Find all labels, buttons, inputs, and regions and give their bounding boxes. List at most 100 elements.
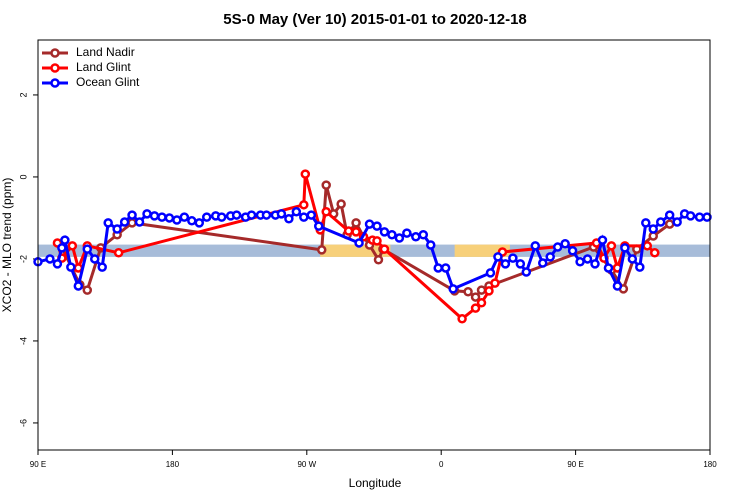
data-point (194, 218, 205, 228)
y-tick-label: -4 (18, 337, 28, 345)
data-point (590, 259, 600, 269)
legend-marker (50, 78, 60, 88)
data-point (425, 240, 436, 250)
data-point (418, 230, 429, 240)
data-point (201, 212, 212, 222)
data-point (575, 257, 585, 267)
data-point (306, 210, 317, 220)
data-point (433, 263, 443, 273)
data-point (321, 180, 331, 190)
data-point (545, 252, 555, 262)
data-point (316, 245, 327, 255)
data-point (57, 243, 67, 253)
data-point (351, 218, 361, 228)
data-point (485, 268, 496, 278)
data-point (172, 215, 182, 225)
y-tick-label: -6 (18, 419, 28, 427)
data-point (321, 207, 331, 217)
series-line (60, 184, 671, 300)
data-point (379, 244, 390, 254)
data-point (606, 241, 617, 251)
data-point (649, 248, 660, 258)
data-point (300, 169, 311, 179)
data-point (373, 255, 384, 265)
data-point (119, 217, 130, 227)
data-point (476, 285, 487, 295)
data-point (515, 259, 526, 269)
data-point (45, 254, 55, 264)
y-tick-label: 2 (18, 92, 28, 97)
x-tick-label: 90 E (30, 460, 46, 469)
data-point (500, 259, 511, 269)
data-point (627, 254, 638, 264)
data-point (351, 227, 361, 237)
data-point (372, 221, 382, 231)
legend-marker (50, 63, 60, 73)
data-point (284, 214, 294, 224)
data-point (521, 267, 532, 277)
data-point (560, 239, 570, 249)
data-point (411, 232, 421, 242)
data-point (113, 248, 124, 258)
data-point (291, 207, 302, 217)
data-point (231, 210, 242, 220)
data-point (463, 286, 473, 297)
legend-label: Land Glint (76, 60, 131, 74)
data-point (508, 253, 518, 263)
data-point (490, 278, 500, 288)
x-tick-label: 90 E (567, 460, 583, 469)
data-point (187, 216, 197, 226)
data-point (387, 230, 397, 240)
data-point (655, 217, 666, 227)
data-point (299, 200, 309, 210)
data-point (457, 314, 467, 324)
data-point (82, 244, 93, 254)
data-point (530, 241, 541, 251)
data-point (484, 286, 494, 296)
x-tick-label: 180 (166, 460, 180, 469)
legend-label: Land Nadir (76, 45, 135, 59)
data-point (343, 226, 354, 236)
data-point (112, 224, 122, 234)
data-point (127, 210, 137, 220)
data-point (597, 235, 608, 245)
data-point (702, 212, 712, 222)
data-point (402, 228, 412, 238)
data-point (103, 218, 113, 228)
data-point (97, 262, 107, 272)
data-point (440, 263, 451, 273)
data-point (664, 219, 675, 229)
y-tick-label: 0 (18, 174, 28, 179)
data-point (261, 210, 272, 220)
data-point (552, 242, 563, 252)
data-point (635, 262, 645, 272)
data-point (372, 236, 382, 246)
data-point (664, 210, 675, 220)
legend-marker (50, 48, 60, 58)
data-point (246, 210, 257, 220)
data-point (476, 298, 487, 308)
data-point (89, 254, 100, 264)
data-point (470, 292, 481, 302)
data-point (582, 254, 593, 264)
x-tick-label: 0 (439, 460, 444, 469)
data-point (276, 209, 287, 219)
data-point (52, 259, 63, 269)
data-point (448, 284, 458, 294)
data-point (537, 258, 548, 268)
data-point (648, 224, 659, 234)
plot-frame (37, 39, 711, 451)
data-point (142, 209, 152, 219)
data-point (66, 262, 76, 272)
data-point (642, 241, 653, 251)
data-point (67, 241, 78, 251)
data-point (672, 217, 682, 227)
x-tick-label: 180 (703, 460, 717, 469)
data-point (336, 199, 346, 209)
data-point (470, 303, 481, 313)
data-point (179, 212, 190, 222)
y-tick-label: -2 (18, 255, 28, 263)
data-point (603, 263, 614, 273)
x-tick-label: 90 W (297, 460, 316, 469)
